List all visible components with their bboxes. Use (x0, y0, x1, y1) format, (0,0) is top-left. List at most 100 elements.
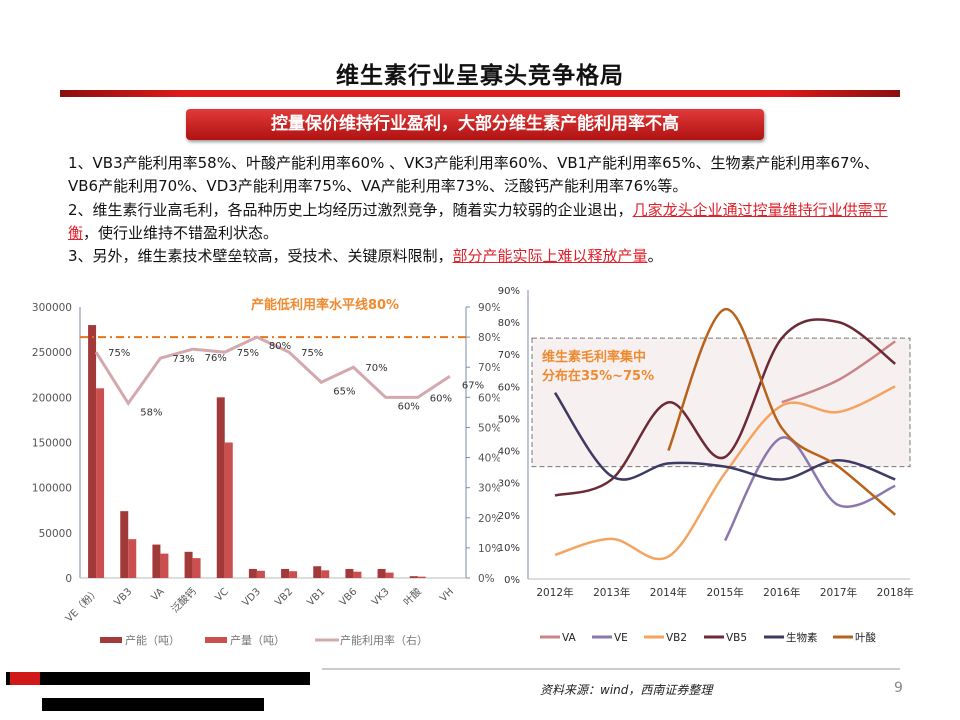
reference-label: 产能低利用率水平线80% (251, 297, 399, 313)
x-tick-label: 2016年 (763, 586, 800, 599)
data-label: 80% (269, 341, 291, 352)
point-2-tail: ，使行业维持不错盈利状态。 (83, 223, 279, 242)
series-line-叶酸 (667, 308, 897, 516)
y-tick-label: 150000 (32, 438, 72, 450)
x-tick-label: 2012年 (536, 586, 573, 599)
x-tick-label: 2015年 (706, 586, 743, 599)
y-tick-label: 40% (498, 447, 520, 458)
y2-tick-label: 10% (478, 543, 500, 555)
legend-swatch (205, 637, 227, 643)
x-tick-label: VB3 (112, 586, 134, 608)
bar-capacity (345, 568, 354, 578)
point-3-text: 3、另外，维生素技术壁垒较高，受技术、关键原料限制， (68, 247, 453, 266)
y2-tick-label: 0% (478, 573, 495, 585)
y-tick-label: 20% (498, 511, 520, 522)
bar-capacity (216, 397, 225, 578)
y-tick-label: 60% (498, 382, 520, 393)
data-label: 75% (108, 348, 130, 359)
y2-tick-label: 80% (478, 332, 500, 344)
legend-label: 产量（吨） (230, 633, 285, 647)
legend-swatch (100, 637, 122, 643)
x-tick-label: 泛酸钙 (168, 585, 198, 615)
x-tick-label: VB2 (273, 586, 295, 608)
x-tick-label: 2013年 (593, 586, 630, 599)
y-tick-label: 0 (65, 573, 72, 585)
band-label: 分布在35%~75% (542, 368, 654, 384)
margin-chart: 0% 10% 20% 30% 40% 50% 60% 70% 80% 90% 2012年 2013年 2… (498, 286, 914, 644)
point-1: 1、VB3产能利用率58%、叶酸产能利用率60% 、VK3产能利用率60%、VB… (68, 154, 879, 196)
y2-tick-label: 60% (478, 392, 500, 404)
bar-output (96, 388, 105, 578)
legend-label: 叶酸 (855, 631, 876, 644)
bar-output (256, 570, 265, 578)
bar-capacity (377, 568, 386, 578)
legend-label: VB5 (726, 632, 747, 644)
x-tick-label: VK3 (370, 586, 392, 608)
bar-capacity (409, 576, 418, 578)
bar-capacity (281, 568, 290, 578)
redacted-block (42, 698, 264, 711)
data-label: 75% (301, 348, 323, 359)
point-2-highlight: 几家龙头企业通过控量维持行业供需平衡 (68, 200, 888, 242)
y-tick-label: 70% (498, 350, 520, 361)
y-tick-label: 50000 (39, 528, 72, 540)
bar-output (160, 553, 169, 578)
utilization-line (94, 335, 451, 407)
x-tick-label: 2018年 (877, 586, 914, 599)
title-divider (60, 90, 900, 97)
footer-divider (322, 668, 900, 670)
legend-label: VE (614, 632, 628, 644)
y-tick-label: 10% (498, 543, 520, 554)
bar-output (321, 570, 330, 578)
series-line-VE (724, 436, 896, 542)
bar-output (353, 571, 362, 578)
x-tick-label: VB6 (338, 586, 360, 608)
y-tick-label: 90% (498, 286, 520, 297)
bar-capacity (313, 566, 322, 578)
y-tick-label: 200000 (32, 392, 72, 404)
y-tick-label: 300000 (32, 302, 72, 314)
page-title: 维生素行业呈寡头竞争格局 (336, 63, 624, 89)
x-tick-label: 叶酸 (401, 585, 424, 608)
y2-tick-label: 20% (478, 513, 500, 525)
x-tick-label: 2017年 (820, 586, 857, 599)
series-line-生物素 (553, 392, 896, 481)
bar-output (417, 576, 426, 578)
point-3-highlight: 部分产能实际上难以释放产量 (452, 247, 648, 266)
x-tick-label: VE（粉） (62, 585, 102, 625)
data-label: 73% (172, 354, 194, 365)
point-3-tail: 。 (647, 247, 663, 266)
legend-label: 产能（吨） (125, 633, 180, 647)
page-number: 9 (894, 680, 903, 696)
y2-tick-label: 90% (478, 302, 500, 314)
data-label: 58% (140, 407, 162, 418)
x-tick-label: VH (438, 586, 456, 604)
bar-capacity (88, 325, 97, 578)
point-2: 2、维生素行业高毛利，各品种历史上均经历过激烈竞争，随着实力较弱的企业退出，几家… (68, 199, 898, 246)
y-tick-label: 30% (498, 479, 520, 490)
band-box (531, 337, 911, 468)
legend-label: VA (562, 632, 577, 644)
x-tick-label: VB1 (305, 586, 327, 608)
y-tick-label: 100000 (32, 483, 72, 495)
redacted-logo (10, 672, 40, 685)
bar-output (289, 571, 298, 578)
bar-capacity (184, 551, 193, 578)
point-3: 3、另外，维生素技术壁垒较高，受技术、关键原料限制，部分产能实际上难以释放产量。 (68, 245, 898, 268)
data-label: 60% (398, 401, 420, 412)
y2-tick-label: 70% (478, 362, 500, 374)
y-tick-label: 0% (504, 575, 520, 586)
x-tick-label: 2014年 (650, 586, 687, 599)
x-tick-label: VD3 (240, 586, 263, 609)
bar-capacity (152, 544, 161, 578)
data-label: 76% (205, 353, 227, 364)
data-label: 67% (462, 380, 484, 391)
data-label: 65% (333, 386, 355, 397)
legend-label: VB2 (666, 632, 687, 644)
point-2-text: 2、维生素行业高毛利，各品种历史上均经历过激烈竞争，随着实力较弱的企业退出， (68, 200, 633, 219)
body-text: 1、VB3产能利用率58%、叶酸产能利用率60% 、VK3产能利用率60%、VB… (68, 152, 898, 268)
y2-tick-label: 40% (478, 453, 500, 465)
bar-output (192, 558, 201, 578)
data-label: 75% (237, 348, 259, 359)
bar-capacity (248, 568, 257, 578)
